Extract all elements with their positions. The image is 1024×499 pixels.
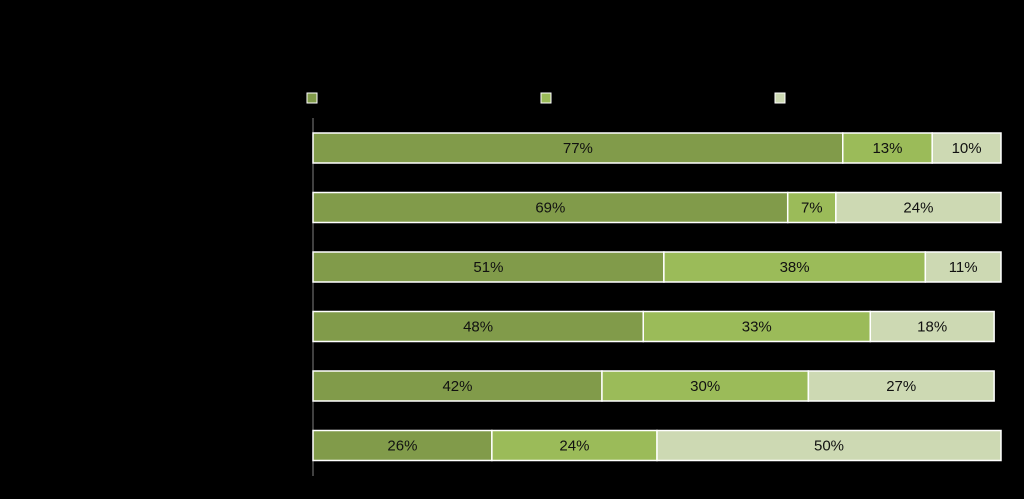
bar-row-4-series-2 — [642, 310, 872, 343]
data-label-row-6-series-1: 26% — [387, 438, 417, 455]
legend-marker-series-1 — [306, 92, 318, 104]
data-label-row-6-series-2: 24% — [559, 438, 589, 455]
data-label-row-4-series-1: 48% — [463, 319, 493, 336]
data-label-row-4-series-3: 18% — [917, 319, 947, 336]
bar-row-5-series-2 — [601, 370, 810, 402]
data-label-row-2-series-3: 24% — [903, 200, 933, 217]
data-label-row-1-series-2: 13% — [872, 140, 902, 157]
bar-row-5-series-1 — [312, 370, 603, 402]
bar-row-3-series-3 — [924, 251, 1002, 283]
bars: 77% 13% 10% 69% 7% 24% 51% 38% 11% 48% 33% 18% 42% 30… — [312, 132, 1002, 462]
bar-row-1-series-2 — [842, 132, 933, 164]
data-label-row-4-series-2: 33% — [742, 319, 772, 336]
bar-row-4-series-3 — [869, 310, 995, 343]
legend-marker-series-3 — [774, 92, 786, 104]
data-label-row-6-series-3: 50% — [814, 438, 844, 455]
bar-row-6-series-2 — [491, 429, 658, 462]
bar-row-2-series-3 — [835, 191, 1002, 224]
bar-row-5-series-3 — [807, 370, 995, 402]
bar-row-6-series-1 — [312, 429, 493, 462]
data-label-row-5-series-1: 42% — [442, 378, 472, 395]
data-label-row-2-series-2: 7% — [801, 200, 823, 217]
bar-row-4-series-1 — [312, 310, 644, 343]
data-label-row-3-series-2: 38% — [780, 259, 810, 276]
data-label-row-3-series-3: 11% — [949, 259, 978, 276]
data-label-row-1-series-1: 77% — [563, 140, 593, 157]
data-label-row-3-series-1: 51% — [473, 259, 503, 276]
bar-row-6-series-3 — [656, 429, 1002, 462]
legend-marker-series-2 — [540, 92, 552, 104]
data-label-row-1-series-3: 10% — [952, 140, 982, 157]
data-label-row-5-series-3: 27% — [886, 378, 916, 395]
legend — [306, 92, 786, 104]
data-label-row-2-series-1: 69% — [535, 200, 565, 217]
data-label-row-5-series-2: 30% — [690, 378, 720, 395]
bar-row-1-series-3 — [931, 132, 1002, 164]
